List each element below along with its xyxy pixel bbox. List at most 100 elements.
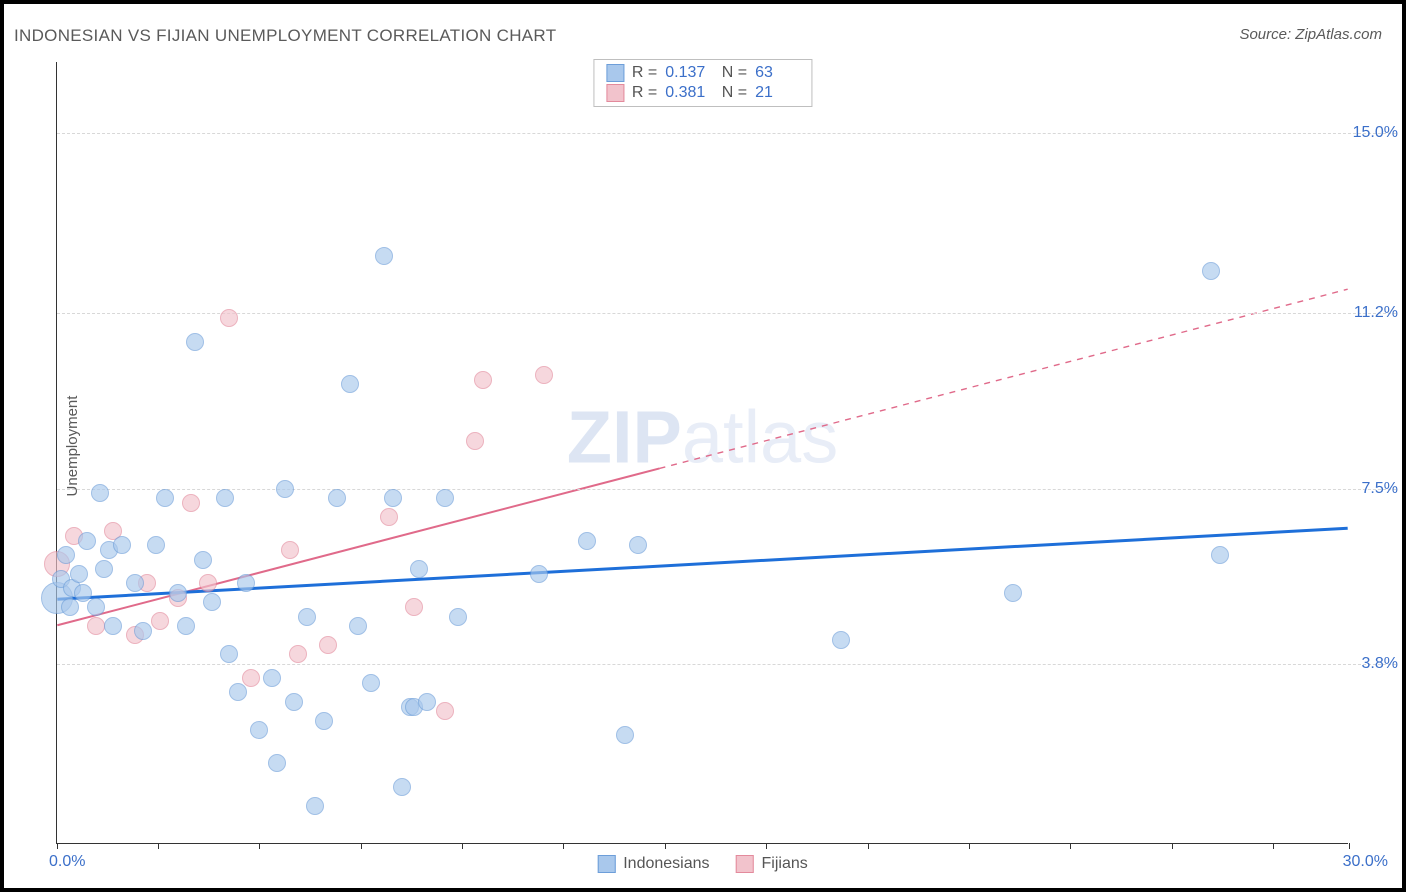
data-point-indonesians	[449, 608, 467, 626]
stat-n-value-indonesians: 63	[755, 64, 799, 82]
data-point-indonesians	[78, 532, 96, 550]
watermark: ZIPatlas	[567, 394, 838, 479]
data-point-indonesians	[156, 489, 174, 507]
data-point-fijians	[380, 508, 398, 526]
data-point-fijians	[405, 598, 423, 616]
source-label: Source: ZipAtlas.com	[1239, 26, 1382, 43]
legend-stats-row-indonesians: R = 0.137 N = 63	[606, 63, 799, 83]
data-point-indonesians	[285, 693, 303, 711]
data-point-indonesians	[216, 489, 234, 507]
stat-n-label: N =	[717, 84, 747, 102]
watermark-bold: ZIP	[567, 395, 682, 478]
chart-title: INDONESIAN VS FIJIAN UNEMPLOYMENT CORREL…	[14, 26, 556, 46]
stat-n-label: N =	[717, 64, 747, 82]
data-point-indonesians	[436, 489, 454, 507]
x-tick	[766, 843, 767, 849]
data-point-fijians	[87, 617, 105, 635]
data-point-indonesians	[134, 622, 152, 640]
x-tick	[665, 843, 666, 849]
data-point-indonesians	[113, 536, 131, 554]
data-point-fijians	[466, 432, 484, 450]
data-point-indonesians	[91, 484, 109, 502]
data-point-indonesians	[375, 247, 393, 265]
data-point-indonesians	[87, 598, 105, 616]
stat-r-value-fijians: 0.381	[665, 84, 709, 102]
x-tick	[563, 843, 564, 849]
data-point-indonesians	[177, 617, 195, 635]
legend-stats-row-fijians: R = 0.381 N = 21	[606, 83, 799, 103]
data-point-indonesians	[393, 778, 411, 796]
data-point-fijians	[151, 612, 169, 630]
data-point-indonesians	[315, 712, 333, 730]
data-point-indonesians	[616, 726, 634, 744]
grid-line	[57, 664, 1396, 665]
legend-stats: R = 0.137 N = 63 R = 0.381 N = 21	[593, 59, 812, 107]
data-point-indonesians	[126, 574, 144, 592]
data-point-indonesians	[276, 480, 294, 498]
data-point-fijians	[319, 636, 337, 654]
data-point-indonesians	[263, 669, 281, 687]
data-point-fijians	[220, 309, 238, 327]
legend-label-indonesians: Indonesians	[623, 855, 709, 873]
data-point-indonesians	[629, 536, 647, 554]
data-point-indonesians	[220, 645, 238, 663]
stat-r-value-indonesians: 0.137	[665, 64, 709, 82]
x-tick	[969, 843, 970, 849]
watermark-light: atlas	[682, 395, 838, 478]
data-point-indonesians	[362, 674, 380, 692]
legend-item-indonesians: Indonesians	[597, 855, 709, 873]
swatch-indonesians	[606, 64, 624, 82]
data-point-indonesians	[104, 617, 122, 635]
x-tick	[868, 843, 869, 849]
data-point-indonesians	[57, 546, 75, 564]
data-point-fijians	[474, 371, 492, 389]
stat-r-label: R =	[632, 64, 657, 82]
swatch-fijians	[606, 84, 624, 102]
data-point-indonesians	[169, 584, 187, 602]
y-tick-label: 15.0%	[1353, 124, 1398, 142]
data-point-indonesians	[341, 375, 359, 393]
swatch-indonesians	[597, 855, 615, 873]
data-point-indonesians	[328, 489, 346, 507]
x-tick	[1172, 843, 1173, 849]
data-point-fijians	[535, 366, 553, 384]
x-tick	[462, 843, 463, 849]
y-tick-label: 7.5%	[1362, 480, 1398, 498]
data-point-fijians	[182, 494, 200, 512]
data-point-indonesians	[1211, 546, 1229, 564]
data-point-indonesians	[147, 536, 165, 554]
data-point-indonesians	[384, 489, 402, 507]
data-point-indonesians	[1202, 262, 1220, 280]
data-point-indonesians	[530, 565, 548, 583]
grid-line	[57, 313, 1396, 314]
legend-series: Indonesians Fijians	[597, 855, 808, 873]
data-point-indonesians	[70, 565, 88, 583]
data-point-indonesians	[186, 333, 204, 351]
x-tick	[1349, 843, 1350, 849]
plot-area: ZIPatlas R = 0.137 N = 63 R = 0.381 N = …	[56, 62, 1348, 844]
stat-n-value-fijians: 21	[755, 84, 799, 102]
data-point-indonesians	[268, 754, 286, 772]
y-tick-label: 3.8%	[1362, 655, 1398, 673]
y-tick-label: 11.2%	[1354, 304, 1398, 322]
data-point-fijians	[289, 645, 307, 663]
data-point-indonesians	[298, 608, 316, 626]
x-axis-label-min: 0.0%	[49, 853, 85, 871]
legend-label-fijians: Fijians	[762, 855, 808, 873]
x-tick	[1273, 843, 1274, 849]
data-point-fijians	[242, 669, 260, 687]
x-axis-label-max: 30.0%	[1343, 853, 1388, 871]
grid-line	[57, 489, 1396, 490]
data-point-indonesians	[832, 631, 850, 649]
data-point-indonesians	[410, 560, 428, 578]
data-point-indonesians	[250, 721, 268, 739]
x-tick	[57, 843, 58, 849]
data-point-fijians	[436, 702, 454, 720]
data-point-indonesians	[229, 683, 247, 701]
x-tick	[158, 843, 159, 849]
data-point-fijians	[281, 541, 299, 559]
chart-container: INDONESIAN VS FIJIAN UNEMPLOYMENT CORREL…	[0, 0, 1406, 892]
data-point-indonesians	[349, 617, 367, 635]
data-point-indonesians	[194, 551, 212, 569]
x-tick	[1070, 843, 1071, 849]
